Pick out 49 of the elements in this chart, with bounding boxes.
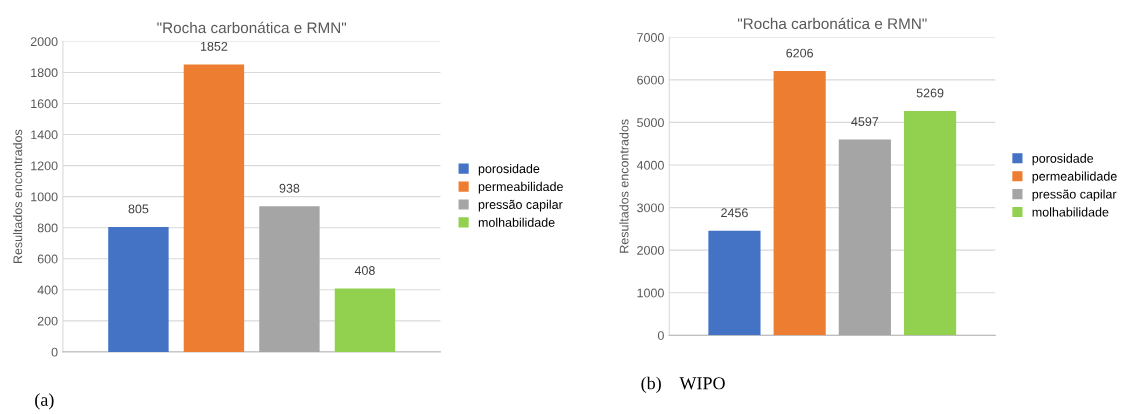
bar bbox=[708, 230, 761, 336]
chart-title: "Rocha carbonática e RMN" bbox=[737, 17, 927, 30]
data-label: 6206 bbox=[786, 48, 814, 58]
data-label: 1852 bbox=[200, 41, 228, 51]
legend-label: pressão capilar bbox=[478, 199, 563, 212]
data-label: 408 bbox=[354, 266, 375, 275]
legend-label: pressão capilar bbox=[1032, 189, 1117, 202]
y-tick-label: 7000 bbox=[637, 33, 664, 42]
chart-title: "Rocha carbonática e RMN" bbox=[157, 21, 347, 34]
bar bbox=[108, 226, 169, 352]
y-tick-label: 5000 bbox=[637, 118, 664, 128]
y-axis-title: Resultados encontrados bbox=[13, 129, 23, 264]
bar bbox=[183, 64, 245, 352]
y-tick-label: 0 bbox=[51, 347, 58, 357]
legend-label: permeabilidade bbox=[1032, 171, 1117, 184]
y-tick-label: 3000 bbox=[637, 203, 664, 213]
y-tick-label: 6000 bbox=[637, 75, 664, 85]
y-tick-label: 200 bbox=[37, 316, 58, 326]
y-tick-label: 600 bbox=[37, 254, 58, 264]
y-tick-label: 800 bbox=[37, 223, 58, 233]
data-label: 4597 bbox=[851, 117, 879, 126]
legend-label: porosidade bbox=[478, 163, 540, 176]
y-tick-label: 0 bbox=[657, 331, 664, 340]
legend-label: molhabilidade bbox=[478, 217, 555, 227]
text: (a) bbox=[35, 393, 54, 410]
y-tick-label: 400 bbox=[37, 285, 58, 295]
y-tick-label: 1000 bbox=[637, 288, 664, 298]
y-axis-title: Resultados encontrados bbox=[619, 119, 629, 253]
y-tick-label: 1400 bbox=[31, 130, 58, 140]
y-tick-label: 2000 bbox=[637, 245, 664, 255]
y-tick-label: 1200 bbox=[31, 161, 58, 171]
bar bbox=[259, 206, 320, 352]
y-tick-label: 1600 bbox=[31, 99, 58, 109]
data-label: 5269 bbox=[916, 88, 944, 98]
bar bbox=[903, 110, 957, 336]
y-tick-label: 1000 bbox=[31, 192, 58, 202]
y-tick-label: 2000 bbox=[30, 37, 58, 47]
data-label: 805 bbox=[128, 204, 149, 214]
y-tick-label: 1800 bbox=[31, 68, 58, 78]
y-tick-label: 4000 bbox=[636, 160, 664, 170]
data-label: 2456 bbox=[721, 208, 748, 218]
legend-label: permeabilidade bbox=[478, 181, 563, 194]
legend-label: porosidade bbox=[1032, 153, 1094, 166]
bar bbox=[773, 71, 826, 336]
bar bbox=[838, 139, 891, 336]
bar bbox=[334, 288, 396, 352]
data-label: 938 bbox=[279, 183, 300, 193]
legend-label: molhabilidade bbox=[1032, 207, 1109, 217]
text: (b) WIPO bbox=[641, 376, 725, 394]
